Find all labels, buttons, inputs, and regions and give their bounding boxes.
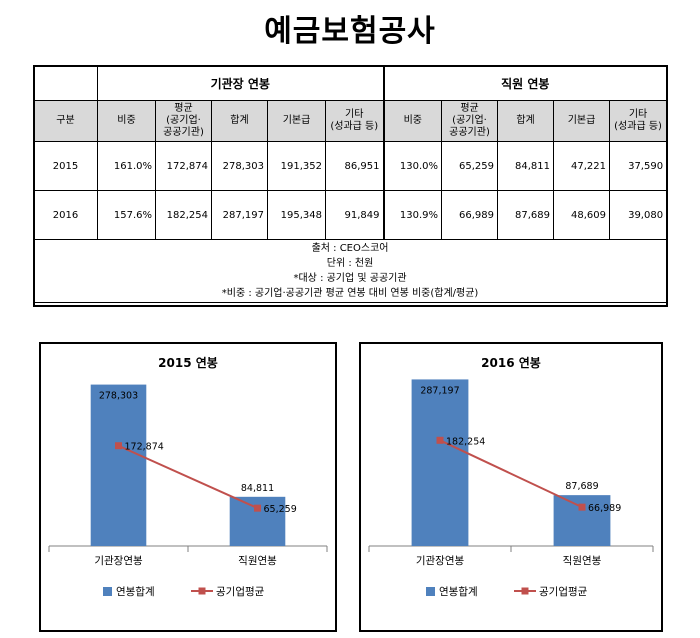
cell-staff-other: 37,590 (609, 141, 668, 191)
cell-staff-total: 84,811 (497, 141, 555, 191)
header-ceo-total: 합계 (211, 100, 268, 142)
cell-ceo-other: 91,849 (324, 190, 385, 240)
page-title: 예금보험공사 (264, 14, 436, 49)
bar-data-label: 278,303 (99, 391, 138, 402)
chart-title: 2015 연봉 (158, 355, 218, 370)
cell-ceo-total: 287,197 (211, 190, 268, 240)
row-year: 2016 (33, 190, 98, 240)
line-data-label: 65,259 (264, 504, 297, 515)
cell-staff-avg: 66,989 (441, 190, 499, 240)
bar (411, 379, 469, 546)
line-point (254, 504, 261, 512)
cell-staff-total: 87,689 (497, 190, 555, 240)
x-tick-label: 직원연봉 (238, 555, 277, 567)
cell-staff-other: 39,080 (609, 190, 668, 240)
cell-ceo-avg: 172,874 (155, 141, 212, 191)
row-year: 2015 (33, 141, 98, 191)
line-series (439, 439, 583, 509)
legend-swatch-bar (426, 587, 435, 596)
note-ratio: *비중 : 공기업·공공기관 평균 연봉 대비 연봉 비중(합계/평균) (221, 288, 479, 299)
note-unit: 단위 : 천원 (326, 258, 374, 269)
cell-ceo-ratio: 161.0% (97, 141, 156, 191)
bar (553, 495, 611, 546)
corner-cell (33, 65, 98, 101)
legend-swatch-marker (521, 587, 529, 595)
line-point (436, 436, 444, 444)
cell-ceo-other: 86,951 (324, 141, 385, 191)
line-series (118, 444, 258, 510)
cell-ceo-total: 278,303 (211, 141, 268, 191)
cell-staff-base: 47,221 (553, 141, 611, 191)
legend-swatch-marker (198, 587, 206, 595)
legend-swatch-bar (103, 587, 112, 596)
line-data-label: 182,254 (446, 436, 485, 447)
x-tick-label: 직원연봉 (563, 555, 602, 567)
cell-ceo-base: 191,352 (267, 141, 326, 191)
table-row: 2016 157.6% 182,254 287,197 195,348 91,8… (33, 190, 668, 240)
legend-label-bar: 연봉합계 (116, 586, 155, 598)
bar-data-label: 287,197 (420, 385, 459, 396)
group-staff-header: 직원 연봉 (383, 65, 668, 101)
legend-label-bar: 연봉합계 (439, 586, 478, 598)
header-staff-base: 기본급 (553, 100, 611, 142)
table-notes: 출처 : CEO스코어 단위 : 천원 *대상 : 공기업 및 공공기관 *비중… (32, 239, 668, 303)
x-tick-label: 기관장연봉 (416, 555, 465, 567)
header-staff-ratio: 비중 (383, 100, 443, 142)
chart-2016-svg: 2016 연봉 287,197 87,689 182,254 66,989 기관장연봉 직원… (368, 355, 654, 598)
bar (90, 384, 147, 546)
cell-staff-ratio: 130.9% (383, 190, 443, 240)
note-source: 출처 : CEO스코어 (311, 243, 389, 254)
header-ceo-base: 기본급 (267, 100, 326, 142)
salary-table: 기관장 연봉 직원 연봉 구분 비중 평균 (공기업· 공공기관) 합계 기본급 기… (32, 65, 668, 303)
cell-ceo-base: 195,348 (267, 190, 326, 240)
chart-2015: 2015 연봉 278,303 84,811 172,874 65,259 기관장연봉 직원… (39, 342, 337, 632)
line-data-label: 172,874 (125, 442, 164, 453)
line-data-label: 66,989 (588, 503, 621, 514)
header-staff-total: 합계 (497, 100, 555, 142)
bar-data-label: 84,811 (241, 483, 274, 494)
legend-label-line: 공기업평균 (216, 585, 265, 598)
header-staff-avg: 평균 (공기업· 공공기관) (441, 100, 499, 142)
cell-staff-base: 48,609 (553, 190, 611, 240)
note-target: *대상 : 공기업 및 공공기관 (293, 273, 407, 284)
table-row: 2015 161.0% 172,874 278,303 191,352 86,9… (33, 141, 668, 191)
header-ceo-avg: 평균 (공기업· 공공기관) (155, 100, 212, 142)
chart-2016: 2016 연봉 287,197 87,689 182,254 66,989 기관장연봉 직원… (359, 342, 663, 632)
cell-ceo-avg: 182,254 (155, 190, 212, 240)
header-ceo-other: 기타 (성과급 등) (324, 100, 385, 142)
chart-title: 2016 연봉 (481, 355, 541, 370)
header-ceo-ratio: 비중 (97, 100, 156, 142)
bar-data-label: 87,689 (565, 481, 598, 492)
line-point (115, 442, 122, 450)
header-category: 구분 (33, 100, 98, 142)
header-staff-other: 기타 (성과급 등) (609, 100, 668, 142)
line-point (578, 503, 586, 511)
x-tick-label: 기관장연봉 (94, 555, 143, 567)
chart-2015-svg: 2015 연봉 278,303 84,811 172,874 65,259 기관장연봉 직원… (48, 355, 328, 598)
group-ceo-header: 기관장 연봉 (96, 65, 385, 101)
legend-label-line: 공기업평균 (539, 585, 588, 598)
cell-staff-avg: 65,259 (441, 141, 499, 191)
cell-staff-ratio: 130.0% (383, 141, 443, 191)
cell-ceo-ratio: 157.6% (97, 190, 156, 240)
